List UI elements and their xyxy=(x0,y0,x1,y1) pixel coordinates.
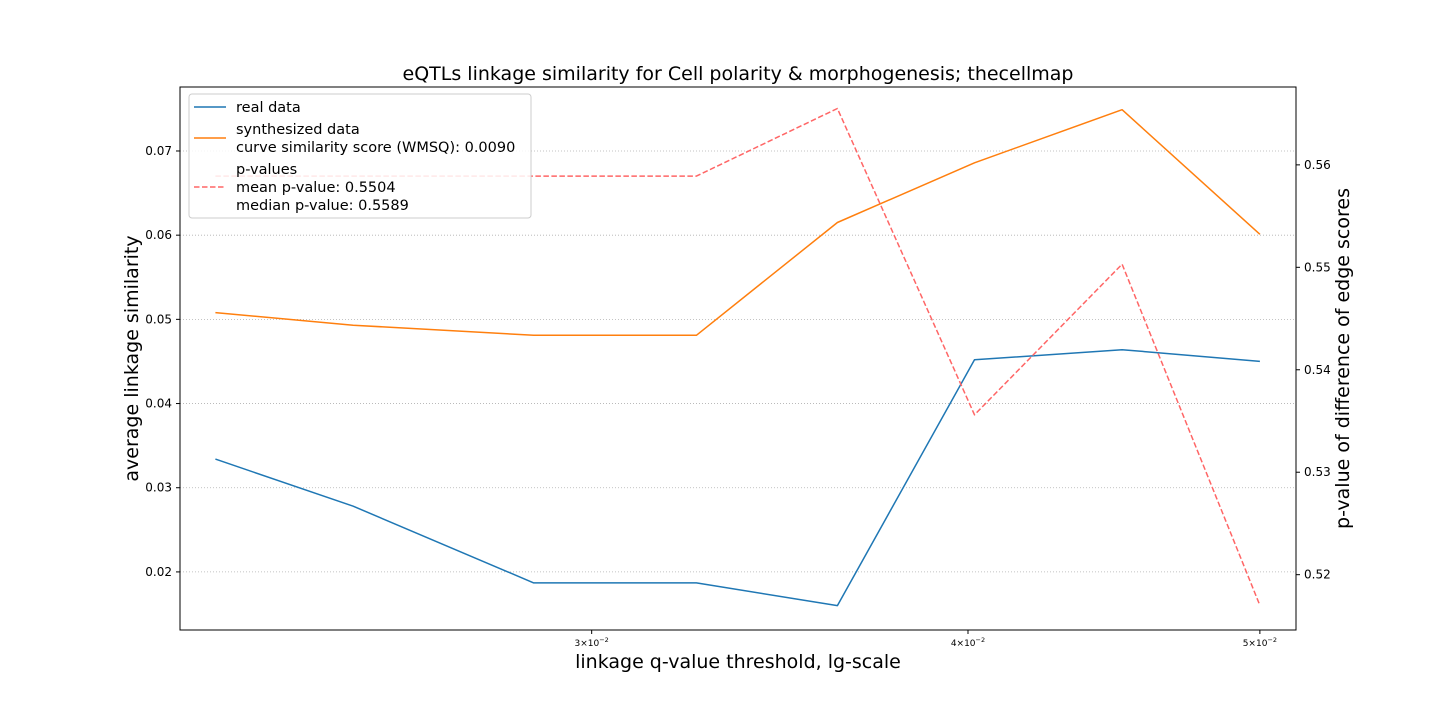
legend-box xyxy=(188,93,532,219)
x-tick-label: 5×10−2 xyxy=(1243,636,1277,649)
legend-label: synthesized data xyxy=(236,122,360,138)
legend-label: curve similarity score (WMSQ): 0.0090 xyxy=(236,140,515,156)
x-axis: 3×10−2 4×10−2 5×10−2 xyxy=(575,630,1277,649)
left-y-axis-label: average linkage similarity xyxy=(121,235,143,481)
legend-label: real data xyxy=(236,100,301,116)
series-layer xyxy=(215,107,1261,607)
series-line-1 xyxy=(215,348,1260,607)
y-tick-label: 0.07 xyxy=(145,144,172,158)
plot-frame xyxy=(179,86,1297,631)
right-y-axis-label: p-value of difference of edge scores xyxy=(1332,188,1354,529)
x-tick-label: 3×10−2 xyxy=(575,636,609,649)
y-tick-label: 0.03 xyxy=(145,481,172,495)
y-tick-label: 0.56 xyxy=(1304,158,1331,172)
y-tick-label: 0.06 xyxy=(145,228,172,242)
y-tick-label: 0.54 xyxy=(1304,363,1331,377)
y-tick-label: 0.05 xyxy=(145,312,172,326)
y-tick-label: 0.04 xyxy=(145,397,172,411)
series-line-2 xyxy=(215,108,1261,337)
legend: real data synthesized data curve similarit… xyxy=(188,93,532,219)
chart-title: eQTLs linkage similarity for Cell polari… xyxy=(403,63,1074,85)
legend-label: p-values xyxy=(236,162,297,178)
legend-label: median p-value: 0.5589 xyxy=(236,198,409,214)
left-y-axis: 0.02 0.03 0.04 0.05 0.06 0.07 xyxy=(145,144,180,579)
x-tick-label: 4×10−2 xyxy=(951,636,985,649)
series-line-3 xyxy=(215,107,1261,606)
y-tick-label: 0.52 xyxy=(1304,568,1331,582)
grid xyxy=(180,150,1296,573)
y-tick-label: 0.55 xyxy=(1304,260,1331,274)
y-tick-label: 0.53 xyxy=(1304,465,1331,479)
right-y-axis: 0.52 0.53 0.54 0.55 0.56 xyxy=(1296,158,1331,582)
y-tick-label: 0.02 xyxy=(145,565,172,579)
x-axis-label: linkage q-value threshold, lg-scale xyxy=(575,651,901,673)
legend-label: mean p-value: 0.5504 xyxy=(236,180,396,196)
